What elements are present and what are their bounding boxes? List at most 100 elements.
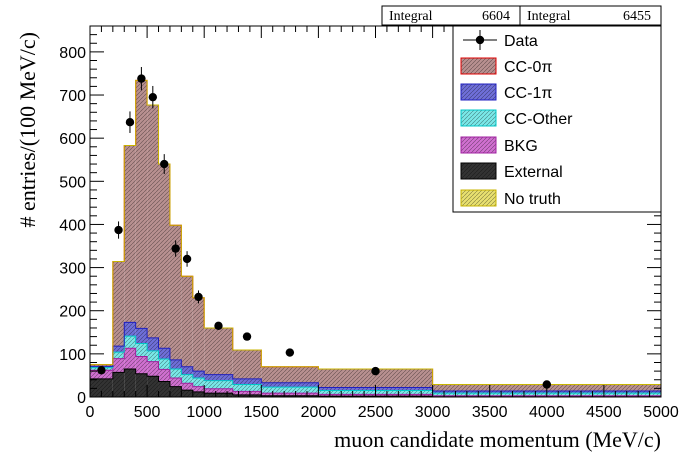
series-bkg-bar-6 — [169, 378, 182, 387]
legend-label: No truth — [504, 191, 561, 208]
series-bkg-outline — [90, 347, 661, 397]
series-external-hatch — [169, 386, 182, 397]
stats-value: 6455 — [623, 9, 651, 24]
series-cc-other-bar-11 — [261, 387, 319, 394]
series-external-bar-9 — [204, 393, 233, 397]
legend-label: CC-0π — [504, 59, 552, 76]
data-point-marker — [97, 366, 106, 375]
series-cc-0--bar-6 — [169, 225, 182, 360]
series-cc-1--hatch — [192, 371, 205, 379]
legend-entry: Data — [463, 30, 538, 50]
legend-label: BKG — [504, 138, 538, 155]
series-cc-1--hatch — [147, 337, 159, 351]
series-cc-other-hatch — [158, 359, 170, 370]
x-tick-label: 3500 — [472, 404, 508, 421]
y-tick-label: 100 — [59, 347, 86, 364]
series-cc-1--hatch — [169, 359, 182, 369]
series-cc-1--hatch — [204, 374, 233, 381]
series-external-bar-1 — [112, 372, 125, 397]
series-bkg-hatch — [192, 386, 205, 392]
y-tick-label: 400 — [59, 217, 86, 234]
series-external-hatch — [147, 376, 159, 397]
x-tick-label: 5000 — [643, 404, 679, 421]
series-cc-other-bar-6 — [169, 368, 182, 379]
series-cc-other-hatch — [232, 384, 262, 392]
series-cc-other-hatch — [124, 336, 136, 349]
legend-label: CC-Other — [504, 111, 573, 128]
series-bkg-hatch — [124, 348, 136, 369]
series-cc-0--hatch — [181, 276, 193, 367]
legend-entry: No truth — [460, 189, 561, 208]
data-point — [160, 154, 169, 174]
data-point-marker — [148, 92, 158, 102]
data-point-marker — [542, 380, 551, 389]
legend-entry: CC-1π — [460, 83, 552, 102]
data-point-marker — [160, 159, 169, 169]
data-point-marker — [182, 254, 192, 264]
data-point — [171, 240, 180, 257]
series-bkg-hatch — [112, 358, 125, 373]
series-external-hatch — [232, 394, 262, 397]
y-axis-label: # entries/(100 MeV/c) — [15, 32, 40, 228]
data-point — [137, 66, 146, 91]
legend-swatch-hatch — [460, 136, 497, 154]
data-point-marker — [285, 348, 295, 357]
series-external-bar-2 — [124, 368, 136, 397]
series-cc-other-bar-10 — [232, 384, 262, 392]
data-points — [97, 66, 551, 389]
series-cc-0--bar-4 — [147, 104, 159, 338]
series-external-hatch — [192, 391, 205, 397]
series-bkg-bar-7 — [181, 383, 193, 391]
series-cc-other-bar-9 — [204, 380, 233, 389]
series-cc-1--bar-10 — [232, 378, 262, 385]
series-cc-0--hatch — [232, 349, 262, 379]
x-tick-label: 2000 — [301, 404, 337, 421]
legend-label: CC-1π — [504, 85, 552, 102]
legend-swatch-hatch — [460, 109, 497, 127]
series-cc-0--bar-10 — [232, 349, 262, 379]
series-cc-other-bar-8 — [192, 378, 205, 387]
series-bkg-bar-10 — [232, 391, 262, 395]
series-bkg-hatch — [90, 370, 113, 379]
data-point — [194, 290, 203, 304]
data-point-marker — [242, 332, 252, 341]
data-point-marker — [137, 74, 146, 83]
series-cc-other-hatch — [261, 387, 319, 394]
x-tick-label: 2500 — [358, 404, 394, 421]
legend-swatch-hatch — [460, 83, 497, 101]
legend-swatch-hatch — [460, 189, 497, 207]
series-bkg-hatch — [232, 391, 262, 395]
series-bkg-bar-4 — [147, 361, 159, 377]
series-cc-0--bar-1 — [112, 261, 125, 347]
series-cc-other-bar-5 — [158, 359, 170, 370]
legend-entry: External — [460, 162, 563, 181]
legend-label: External — [504, 164, 563, 181]
series-cc-other-hatch — [147, 350, 159, 362]
legend-swatch-hatch — [460, 57, 497, 75]
stats-value: 6604 — [482, 9, 510, 24]
series-external-hatch — [158, 381, 170, 397]
legend-swatch-hatch — [460, 162, 497, 180]
x-tick-label: 1500 — [244, 404, 280, 421]
series-cc-1--bar-3 — [135, 328, 148, 344]
series-external-hatch — [124, 368, 136, 397]
series-cc-1--hatch — [261, 382, 319, 388]
data-point — [97, 366, 106, 375]
series-cc-1--bar-4 — [147, 337, 159, 351]
series-cc-0--hatch — [147, 104, 159, 338]
series-bkg-hatch — [169, 378, 182, 387]
series-bkg-bar-2 — [124, 348, 136, 369]
series-external-bar-5 — [158, 381, 170, 397]
series-cc-1--hatch — [158, 348, 170, 360]
series-cc-1--hatch — [124, 322, 136, 337]
series-external-hatch — [181, 390, 193, 397]
series-bkg-bar-3 — [135, 356, 148, 374]
legend-entry: CC-0π — [460, 57, 552, 76]
series-external-hatch — [261, 395, 319, 397]
data-point — [114, 221, 123, 239]
series-cc-0--bar-7 — [181, 276, 193, 367]
series-external-outline — [90, 368, 661, 398]
series-external-bar-6 — [169, 386, 182, 397]
series-cc-other-hatch — [112, 352, 125, 359]
x-tick-label: 1000 — [186, 404, 222, 421]
